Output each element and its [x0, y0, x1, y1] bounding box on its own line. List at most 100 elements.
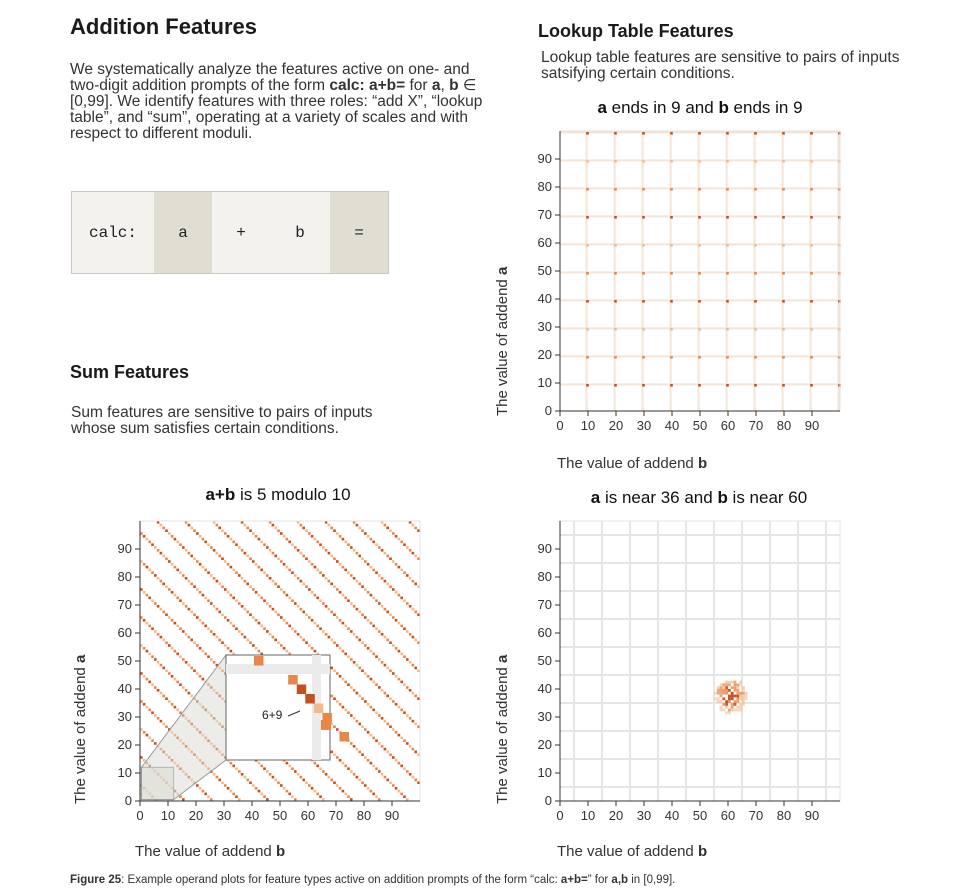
- mod10-point: [341, 565, 345, 569]
- mod10-point: [324, 549, 328, 552]
- near-ytick-label: 80: [538, 569, 552, 584]
- mod10-point: [344, 708, 347, 712]
- near-point: [730, 680, 734, 684]
- token-plus[interactable]: +: [236, 223, 246, 242]
- figure-caption: Figure 25: Example operand plots for fea…: [70, 874, 676, 886]
- near-point: [719, 683, 723, 687]
- ends9-point: [698, 384, 701, 387]
- mod10-point: [347, 795, 350, 798]
- mod10-point: [302, 610, 305, 614]
- mod10-point: [392, 728, 395, 731]
- near-xtick-label: 30: [637, 808, 651, 823]
- mod10-point: [400, 596, 403, 600]
- mod10-point: [347, 767, 350, 770]
- token-a[interactable]: a: [154, 192, 212, 273]
- mod10-point: [336, 532, 339, 535]
- mod10-point: [187, 635, 191, 639]
- mod10-point: [378, 602, 381, 605]
- mod10-point: [263, 795, 266, 798]
- mod10-point: [336, 756, 339, 759]
- mod10-point: [372, 596, 375, 600]
- mod10-point: [411, 747, 415, 751]
- mod10-point: [207, 571, 210, 574]
- mod10-point: [193, 613, 196, 616]
- mod10-point: [266, 602, 269, 605]
- mod10-point: [333, 613, 336, 616]
- mod10-point: [243, 523, 247, 527]
- mod10-point: [285, 649, 289, 653]
- mod10-point: [392, 672, 395, 675]
- mod10-point: [400, 652, 403, 656]
- mod10-point: [268, 773, 272, 776]
- mod10-point: [252, 616, 255, 619]
- mod10-point: [358, 582, 361, 586]
- token-b[interactable]: b: [295, 223, 305, 242]
- mod10-point: [162, 554, 165, 558]
- mod10-point: [235, 795, 238, 798]
- mod10-point: [310, 591, 314, 594]
- mod10-point: [406, 546, 409, 549]
- mod10-point: [324, 521, 328, 524]
- plot-title-mod-10: a+b is 5 modulo 10: [205, 485, 351, 504]
- mod10-point: [366, 787, 370, 790]
- mod10-point: [338, 619, 342, 622]
- mod10-point: [408, 633, 412, 636]
- mod10-point: [201, 649, 205, 653]
- token-calc[interactable]: calc:: [88, 223, 137, 242]
- mod10-point: [394, 703, 398, 706]
- mod10-point: [296, 577, 300, 580]
- mod10-point: [380, 549, 384, 552]
- mod10-point: [288, 540, 291, 544]
- near-xtick-label: 20: [609, 808, 623, 823]
- near-ytick-label: 70: [538, 597, 552, 612]
- mod10-point: [380, 661, 384, 664]
- mod10-point: [358, 526, 361, 530]
- mod10-point: [386, 666, 389, 670]
- mod10-point: [184, 605, 188, 608]
- near-xtick-label: 10: [581, 808, 595, 823]
- near-point: [742, 700, 745, 703]
- mod10-point: [165, 725, 168, 728]
- mod10-point: [313, 593, 317, 597]
- ends9-point: [782, 328, 785, 331]
- mod10-point: [162, 582, 165, 586]
- mod10-point: [313, 565, 317, 569]
- mod10-point: [168, 532, 171, 535]
- mod10-point: [327, 579, 331, 583]
- mod10-point: [142, 675, 146, 678]
- mod10-point: [296, 605, 300, 608]
- mod10-point: [327, 551, 331, 555]
- near-xtick-label: 80: [777, 808, 791, 823]
- near-point: [725, 683, 728, 687]
- token-equals[interactable]: =: [330, 192, 388, 273]
- mod10-point: [330, 638, 333, 642]
- mod10-point: [142, 731, 146, 734]
- mod10-point: [268, 577, 272, 580]
- ends9-point: [670, 160, 673, 163]
- mod10-point: [378, 630, 381, 633]
- mod10-point: [198, 619, 202, 622]
- mod10-point: [364, 728, 367, 731]
- ends9-point: [614, 300, 617, 303]
- x-axis-label-top-right: The value of addend b: [557, 455, 708, 472]
- near-point: [719, 708, 723, 712]
- near-point: [725, 700, 728, 703]
- mod10-point: [394, 591, 398, 594]
- mod10-point: [266, 798, 269, 801]
- mod10-point: [229, 537, 233, 541]
- mod10-point: [319, 767, 322, 770]
- mod10-point: [380, 521, 384, 524]
- mod10-point: [170, 563, 174, 566]
- mod10-point: [383, 663, 387, 667]
- mod10-point: [361, 753, 364, 756]
- ends9-point: [726, 356, 729, 359]
- mod10-point: [159, 691, 163, 695]
- mod10-point: [176, 540, 179, 544]
- mod10-point: [378, 742, 381, 745]
- mod10-point: [400, 764, 403, 768]
- mod10-point: [165, 613, 168, 616]
- ends9-point: [670, 244, 673, 247]
- mod10-point: [154, 686, 157, 689]
- ends9-point: [614, 384, 617, 387]
- inset-cell: [339, 732, 349, 742]
